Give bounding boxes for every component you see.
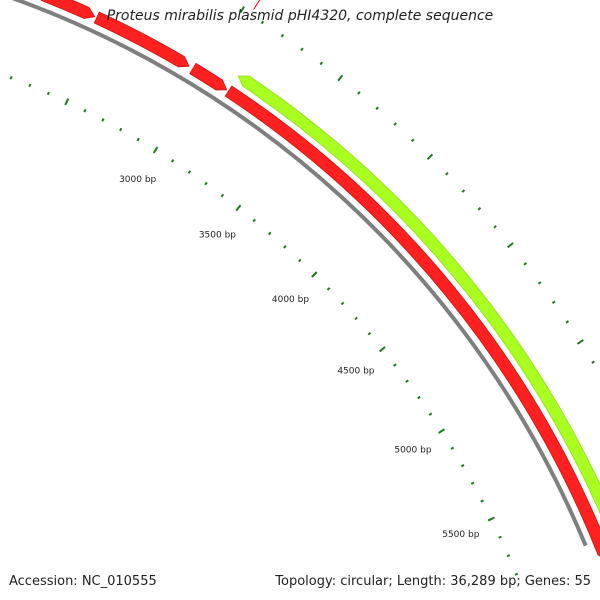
- inner-tick-4900: [428, 412, 433, 416]
- inner-tick-3300: [204, 181, 208, 186]
- outer-tick-4000: [426, 153, 434, 161]
- outer-tick-3000: [239, 6, 245, 14]
- ruler-label-5500: 5500 bp: [442, 530, 479, 540]
- gene-label-layer: PMIP05PMIP06pilX1pilX2pilX4: [253, 0, 261, 10]
- outer-tick-4100: [445, 172, 449, 176]
- backbone-layer: [11, 0, 588, 547]
- outer-tick-5100: [591, 360, 595, 364]
- gene-arrow-pilx2: [189, 62, 228, 91]
- inner-tick-2200: [9, 75, 13, 80]
- outer-tick-3400: [319, 61, 323, 66]
- outer-tick-3200: [280, 33, 285, 38]
- inner-tick-4700: [405, 379, 409, 383]
- outer-tick-5000: [576, 339, 584, 345]
- inner-tick-5800: [514, 572, 519, 576]
- outer-tick-4500: [507, 242, 514, 249]
- inner-tick-ring: [9, 75, 519, 576]
- leader-line-pilx2: [253, 0, 261, 10]
- outer-tick-3700: [375, 106, 379, 111]
- inner-tick-3700: [267, 231, 272, 236]
- inner-tick-3900: [297, 258, 302, 263]
- gene-layer: [40, 0, 600, 557]
- inner-tick-5500: [487, 516, 495, 522]
- gene-arrow-pilx4: [237, 75, 600, 515]
- outer-tick-4900: [565, 320, 570, 324]
- outer-tick-4300: [477, 207, 482, 211]
- outer-tick-4700: [537, 281, 542, 285]
- ruler-label-layer: 3000 bp 3500 bp 4000 bp 4500 bp 5000 bp 5500 …: [119, 175, 480, 540]
- outer-tick-3600: [357, 91, 361, 95]
- inner-tick-2700: [101, 118, 105, 122]
- outer-tick-4600: [523, 262, 528, 266]
- inner-tick-5300: [470, 481, 475, 485]
- inner-tick-3600: [252, 218, 256, 223]
- inner-tick-5600: [498, 535, 502, 539]
- inner-tick-5200: [460, 463, 465, 468]
- inner-tick-5100: [450, 446, 455, 450]
- inner-tick-5700: [506, 554, 511, 558]
- gene-arrow-pilx3: [224, 85, 600, 557]
- inner-tick-4200: [340, 301, 345, 306]
- ruler-label-4500: 4500 bp: [337, 367, 374, 377]
- outer-tick-4200: [461, 189, 466, 193]
- outer-tick-3900: [410, 138, 415, 143]
- outer-tick-4800: [551, 300, 556, 304]
- accession-text: Accession: NC_010555: [9, 574, 157, 589]
- gene-arrow-pilx1: [93, 11, 190, 68]
- inner-tick-2600: [83, 108, 87, 113]
- inner-tick-4100: [326, 287, 331, 291]
- inner-tick-3100: [170, 159, 175, 163]
- backbone-circle: [11, 0, 588, 547]
- inner-tick-3800: [283, 245, 287, 249]
- ruler-label-5000: 5000 bp: [394, 445, 431, 455]
- inner-tick-3000: [152, 146, 159, 154]
- outer-tick-3800: [393, 122, 397, 126]
- inner-tick-4000: [311, 271, 318, 278]
- ruler-label-4000: 4000 bp: [272, 295, 309, 305]
- inner-tick-3200: [187, 170, 192, 174]
- inner-tick-2400: [46, 91, 50, 96]
- inner-tick-2900: [136, 137, 140, 142]
- ruler-label-3000: 3000 bp: [119, 175, 156, 185]
- inner-tick-4300: [354, 316, 358, 321]
- inner-tick-2800: [119, 127, 123, 132]
- inner-tick-4500: [378, 346, 386, 353]
- gene-arrow-pmip06: [40, 0, 96, 19]
- inner-tick-5000: [438, 428, 446, 434]
- inner-tick-3400: [220, 193, 225, 198]
- outer-tick-3300: [300, 47, 304, 52]
- outer-tick-3500: [337, 74, 344, 82]
- outer-tick-ring: [239, 6, 595, 364]
- inner-tick-4800: [417, 395, 421, 400]
- inner-tick-3500: [235, 204, 242, 212]
- inner-tick-4400: [367, 331, 372, 336]
- map-title: Proteus mirabilis plasmid pHI4320, compl…: [106, 8, 494, 24]
- inner-tick-2500: [64, 98, 70, 106]
- outer-tick-4400: [493, 225, 497, 229]
- inner-tick-5400: [480, 499, 484, 503]
- ruler-label-3500: 3500 bp: [199, 231, 236, 241]
- topology-summary-text: Topology: circular; Length: 36,289 bp; G…: [275, 574, 591, 589]
- inner-tick-2300: [28, 83, 32, 88]
- outer-tick-3100: [260, 20, 265, 25]
- inner-tick-4600: [393, 363, 397, 367]
